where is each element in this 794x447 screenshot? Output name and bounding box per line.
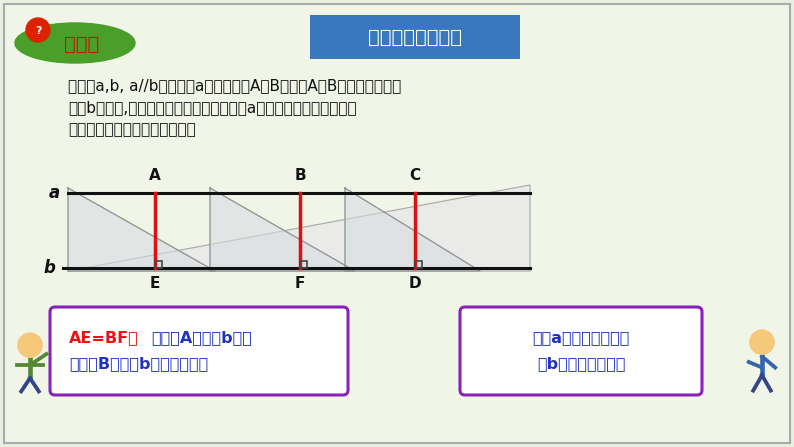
- Text: a: a: [48, 184, 60, 202]
- Bar: [415, 261, 422, 268]
- Text: 说明点A到直线b的距: 说明点A到直线b的距: [151, 330, 252, 345]
- Text: ?: ?: [35, 26, 41, 36]
- Text: F: F: [295, 276, 305, 291]
- Polygon shape: [210, 188, 355, 271]
- Polygon shape: [345, 188, 480, 271]
- FancyBboxPatch shape: [460, 307, 702, 395]
- Text: AE=BF，: AE=BF，: [69, 330, 139, 345]
- Text: 生变化吗？由此你会发现什么？: 生变化吗？由此你会发现什么？: [68, 122, 196, 137]
- Circle shape: [750, 330, 774, 354]
- Circle shape: [26, 18, 50, 42]
- Text: 直线b的距离,它们的距离相等吗？再在直线a上多取几个点，结果会发: 直线b的距离,它们的距离相等吗？再在直线a上多取几个点，结果会发: [68, 100, 357, 115]
- Text: 直线a上的所有点到直: 直线a上的所有点到直: [532, 330, 630, 345]
- Text: 离与点B到直线b的距离相等。: 离与点B到直线b的距离相等。: [69, 356, 208, 371]
- Text: 线b的距离都相等！: 线b的距离都相等！: [537, 356, 625, 371]
- Text: 平行线之间的距离: 平行线之间的距离: [368, 28, 462, 46]
- Polygon shape: [68, 185, 530, 271]
- Polygon shape: [68, 188, 215, 271]
- Text: 动脑筋: 动脑筋: [64, 34, 99, 54]
- Bar: [155, 261, 162, 268]
- FancyBboxPatch shape: [4, 4, 790, 443]
- Text: 两直线a,b, a//b，在直线a上任取两点A、B，比较A、B这两点到另一条: 两直线a,b, a//b，在直线a上任取两点A、B，比较A、B这两点到另一条: [68, 78, 401, 93]
- Text: E: E: [150, 276, 160, 291]
- Ellipse shape: [15, 23, 135, 63]
- FancyBboxPatch shape: [310, 15, 520, 59]
- Text: b: b: [43, 259, 55, 277]
- Text: B: B: [295, 168, 306, 183]
- Text: D: D: [409, 276, 422, 291]
- Bar: [300, 261, 307, 268]
- Circle shape: [18, 333, 42, 357]
- FancyBboxPatch shape: [50, 307, 348, 395]
- Text: C: C: [410, 168, 421, 183]
- Text: A: A: [149, 168, 161, 183]
